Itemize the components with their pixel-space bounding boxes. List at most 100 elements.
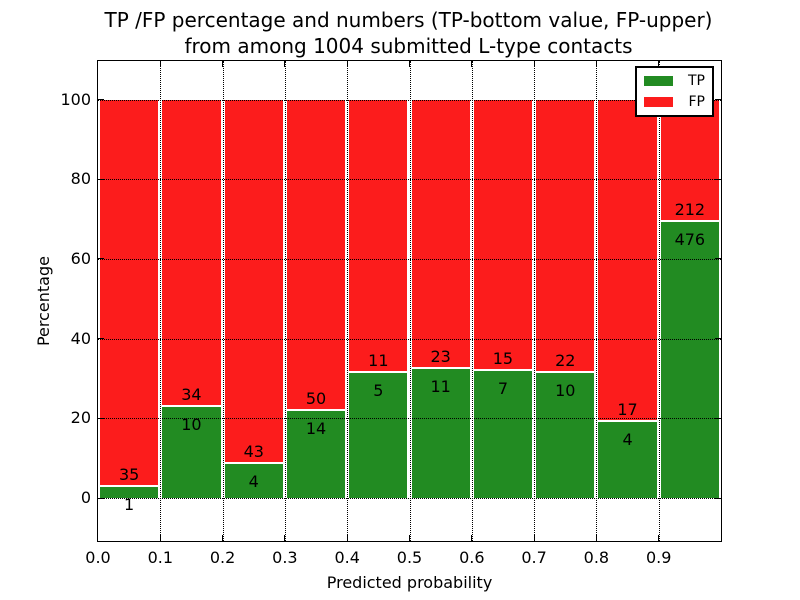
- y-gridline: [98, 418, 721, 420]
- x-tickmark-top: [346, 61, 348, 67]
- fp-count-label: 22: [555, 351, 576, 371]
- x-tickmark-bottom: [284, 535, 286, 541]
- fp-segment: [660, 99, 719, 223]
- x-tick-label: 0.2: [209, 548, 236, 567]
- x-gridline: [409, 61, 411, 541]
- tp-segment: [660, 222, 719, 498]
- y-tickmark-right: [715, 258, 721, 260]
- legend-row-fp: FP: [644, 94, 705, 110]
- x-tickmark-bottom: [222, 535, 224, 541]
- fp-segment: [536, 99, 595, 374]
- x-tickmark-top: [595, 61, 597, 67]
- tp-segment: [286, 410, 346, 498]
- chart-title-line1: TP /FP percentage and numbers (TP-bottom…: [104, 8, 713, 32]
- fp-segment: [473, 99, 533, 372]
- y-tickmark-left: [98, 338, 104, 340]
- fp-count-label: 15: [492, 349, 514, 369]
- fp-segment: [100, 99, 159, 487]
- legend-label-fp: FP: [688, 94, 706, 110]
- fp-count-label: 212: [674, 200, 706, 220]
- tp-count-label: 10: [181, 415, 202, 435]
- y-gridline: [98, 338, 721, 340]
- x-tick-label: 0.0: [85, 548, 111, 567]
- x-gridline: [596, 61, 598, 541]
- tp-count-label: 10: [555, 381, 576, 401]
- x-tickmark-bottom: [159, 535, 161, 541]
- x-tickmark-bottom: [471, 535, 473, 541]
- legend: TP FP: [635, 66, 714, 117]
- tp-segment: [162, 407, 221, 498]
- tp-segment: [598, 422, 657, 498]
- fp-segment: [349, 99, 408, 374]
- chart-title: TP /FP percentage and numbers (TP-bottom…: [97, 7, 720, 59]
- bar-bin-3: [286, 99, 346, 498]
- x-tickmark-top: [284, 61, 286, 67]
- x-gridline: [160, 61, 162, 541]
- fp-segment: [162, 99, 221, 408]
- tp-segment: [473, 371, 533, 498]
- x-tick-label: 0.6: [459, 548, 485, 567]
- fp-count-label: 43: [243, 442, 264, 462]
- x-gridline: [471, 61, 473, 541]
- tp-segment: [536, 373, 595, 498]
- plot-area: 35 1 34 10 43 4 50 14 11 5 23 11 15 7 22 10 17 4 212 476 0.…: [34, 60, 722, 592]
- x-tick-label: 0.8: [583, 548, 610, 567]
- y-tickmark-left: [98, 417, 104, 419]
- x-tick-label: 0.3: [272, 548, 298, 567]
- x-tickmark-top: [222, 61, 224, 67]
- y-tick-label: 100: [60, 89, 91, 109]
- bar-bin-9: [660, 99, 719, 499]
- bar-bin-4: [349, 99, 408, 498]
- x-tick-label: 0.9: [645, 548, 672, 567]
- y-tickmark-right: [715, 338, 721, 340]
- x-tickmark-top: [409, 61, 410, 67]
- x-tickmark-top: [658, 61, 660, 67]
- x-tickmark-bottom: [595, 535, 597, 541]
- tp-count-label: 1: [124, 494, 135, 514]
- fp-count-label: 23: [430, 347, 451, 367]
- x-gridline: [222, 61, 224, 541]
- y-tickmark-left: [98, 497, 104, 499]
- tp-count-label: 4: [622, 430, 633, 450]
- y-tick-label: 40: [70, 328, 91, 348]
- fp-segment: [598, 99, 657, 423]
- fp-segment: [224, 99, 283, 465]
- y-tickmark-left: [98, 178, 104, 180]
- y-gridline: [98, 179, 721, 181]
- x-tickmark-top: [533, 61, 535, 67]
- y-tickmark-right: [715, 497, 721, 499]
- fp-segment: [286, 99, 346, 411]
- tp-count-label: 7: [497, 379, 509, 399]
- y-tick-label: 0: [80, 488, 91, 507]
- fp-swatch-icon: [644, 97, 673, 107]
- bar-bin-6: [473, 99, 533, 499]
- y-tickmark-left: [98, 99, 104, 100]
- tp-swatch-icon: [644, 76, 673, 86]
- bar-bin-2: [224, 99, 283, 499]
- x-tick-label: 0.5: [396, 548, 423, 567]
- y-tickmark-left: [98, 258, 104, 260]
- y-tickmark-right: [715, 178, 721, 180]
- bar-bin-5: [411, 99, 470, 499]
- x-tickmark-bottom: [346, 535, 348, 541]
- fp-count-label: 35: [118, 464, 140, 484]
- tp-segment: [349, 373, 408, 498]
- x-tickmark-bottom: [658, 535, 660, 541]
- tp-count-label: 11: [430, 377, 451, 397]
- x-tick-label: 0.4: [334, 548, 360, 567]
- fp-count-label: 50: [305, 388, 327, 408]
- y-tickmark-right: [715, 417, 721, 419]
- bar-bin-7: [536, 99, 595, 498]
- x-gridline: [534, 61, 536, 541]
- bar-bin-1: [162, 99, 221, 499]
- x-gridline: [347, 61, 349, 541]
- tp-count-label: 476: [674, 230, 706, 250]
- y-tick-label: 60: [70, 248, 91, 268]
- chart-title-line2: from among 1004 submitted L-type contact…: [184, 34, 633, 58]
- fp-count-label: 34: [181, 385, 202, 405]
- legend-label-tp: TP: [688, 73, 705, 89]
- tp-segment: [100, 486, 159, 498]
- y-gridline: [98, 498, 721, 499]
- bar-bin-8: [598, 99, 657, 499]
